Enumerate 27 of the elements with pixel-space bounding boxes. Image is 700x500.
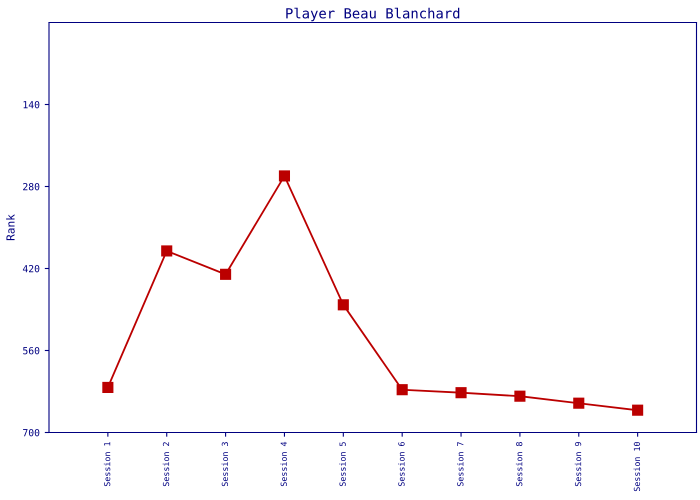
point [338, 299, 349, 310]
point [514, 390, 526, 402]
chart-title: Player Beau Blanchard [286, 8, 460, 22]
point [220, 268, 232, 280]
x-tick-label: Session 9 [574, 442, 582, 486]
x-tick-label: Session 7 [457, 442, 464, 486]
x-tick-label: Session 5 [339, 442, 346, 486]
y-tick-label: 560 [23, 347, 40, 354]
x-tick-label: Session 8 [516, 442, 522, 486]
y-tick-label: 280 [23, 183, 40, 190]
x-tick-label: Session 4 [280, 442, 287, 486]
point [396, 384, 408, 396]
point [632, 404, 644, 416]
point [102, 382, 114, 393]
x-tick-label: Session 1 [104, 442, 110, 486]
y-tick-label: 700 [23, 429, 40, 436]
x-tick-label: Session 2 [162, 442, 170, 486]
point [573, 398, 584, 409]
y-tick-label: 420 [22, 265, 40, 272]
x-tick-label: Session 3 [222, 442, 228, 486]
y-axis-title: Rank [6, 214, 15, 240]
point [278, 170, 290, 182]
x-tick-label: Session 10 [634, 442, 640, 492]
point [161, 245, 172, 256]
point [455, 387, 467, 398]
y-tick-label: 140 [24, 101, 40, 108]
x-tick-label: Session 6 [398, 442, 405, 486]
